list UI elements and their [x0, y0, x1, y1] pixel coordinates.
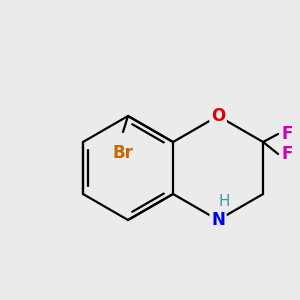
Text: F: F [281, 145, 292, 163]
Text: N: N [211, 211, 225, 229]
Text: F: F [281, 125, 292, 143]
Text: O: O [211, 107, 225, 125]
Text: H: H [218, 194, 230, 209]
Text: Br: Br [112, 144, 134, 162]
